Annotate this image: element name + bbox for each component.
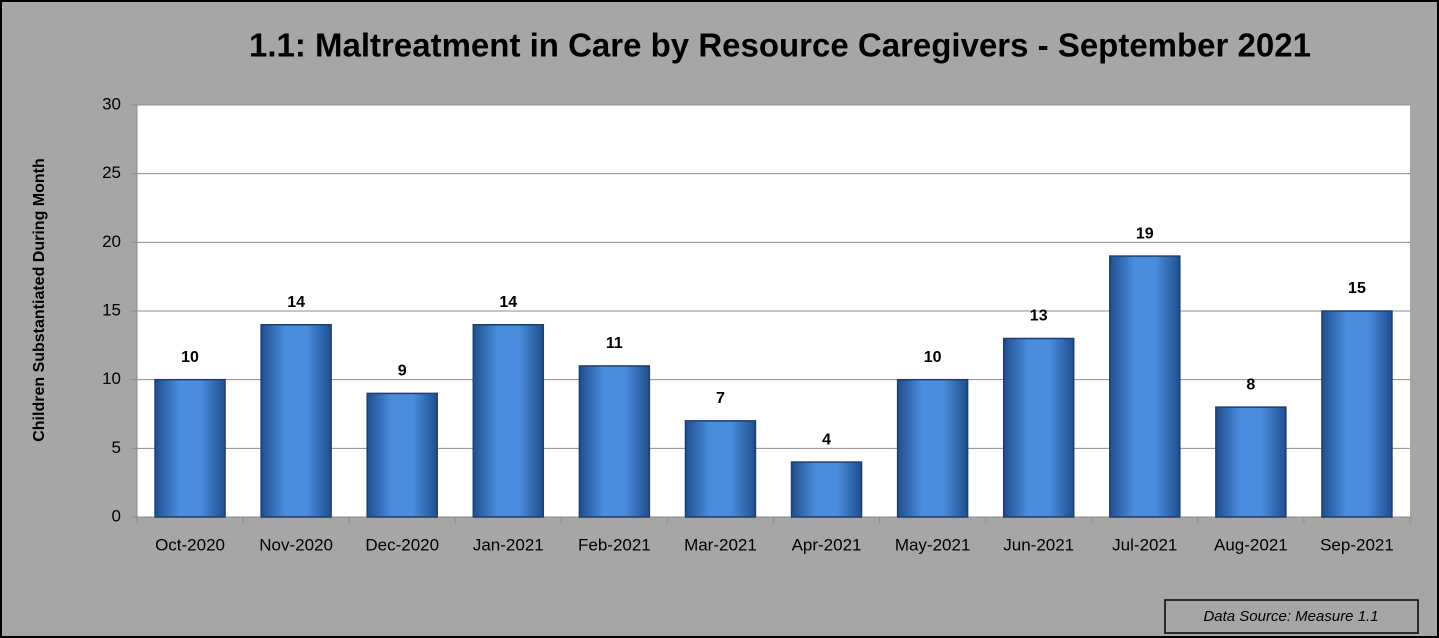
- data-label: 4: [822, 431, 831, 448]
- data-label: 10: [181, 349, 199, 366]
- y-tick-label: 15: [102, 300, 121, 319]
- x-tick-label: Nov-2020: [259, 535, 333, 554]
- data-label: 8: [1246, 376, 1255, 393]
- y-tick-label: 5: [112, 438, 121, 457]
- annotation-box: [1164, 599, 1419, 634]
- data-label: 11: [606, 335, 623, 352]
- data-label: 15: [1348, 280, 1366, 297]
- chart-title: 1.1: Maltreatment in Care by Resource Ca…: [249, 27, 1311, 64]
- data-label: 10: [924, 349, 942, 366]
- data-label: 13: [1030, 308, 1048, 325]
- data-label: 19: [1136, 225, 1154, 242]
- bar: [896, 378, 969, 518]
- x-tick-label: Dec-2020: [365, 535, 439, 554]
- x-tick-label: Aug-2021: [1214, 535, 1288, 554]
- bar: [1002, 337, 1075, 518]
- y-tick-label: 20: [102, 232, 121, 251]
- data-label: 14: [287, 294, 305, 311]
- y-axis-label: Children Substantiated During Month: [31, 158, 48, 442]
- x-tick-label: Apr-2021: [792, 535, 862, 554]
- bar: [1215, 406, 1287, 518]
- x-tick-label: Oct-2020: [155, 535, 225, 554]
- bar: [472, 323, 545, 518]
- x-tick-label: Feb-2021: [578, 535, 651, 554]
- x-tick-label: Jan-2021: [473, 535, 544, 554]
- bar: [1109, 255, 1181, 518]
- data-label: 9: [398, 363, 407, 380]
- bar: [790, 461, 863, 518]
- bar: [684, 420, 757, 518]
- bar: [366, 392, 438, 518]
- annotation: Data Source: Measure 1.1: [1203, 608, 1378, 625]
- bar: [154, 378, 226, 518]
- y-tick-label: 30: [102, 94, 121, 113]
- x-tick-label: Jul-2021: [1112, 535, 1177, 554]
- data-label: 14: [499, 294, 517, 311]
- x-tick-label: Sep-2021: [1320, 535, 1394, 554]
- y-tick-label: 0: [112, 506, 121, 525]
- bar: [1321, 310, 1393, 518]
- x-tick-label: May-2021: [895, 535, 971, 554]
- data-label: 7: [716, 390, 725, 407]
- y-tick-label: 10: [102, 369, 121, 388]
- bar: [578, 365, 651, 518]
- x-tick-label: Jun-2021: [1003, 535, 1074, 554]
- bar: [260, 323, 332, 518]
- x-tick-label: Mar-2021: [684, 535, 757, 554]
- y-tick-label: 25: [102, 163, 121, 182]
